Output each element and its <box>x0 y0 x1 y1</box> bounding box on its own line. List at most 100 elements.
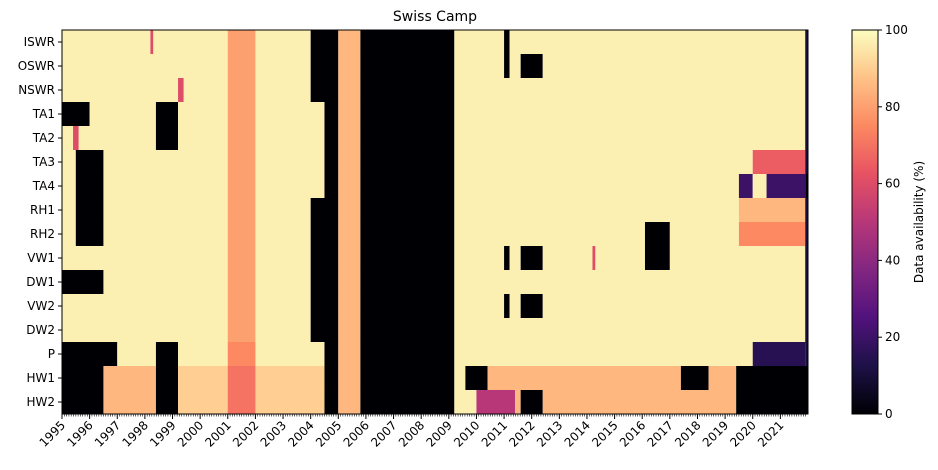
cell-rh2-4 <box>310 222 339 247</box>
cell-hw1-6 <box>338 366 361 391</box>
cell-vw1-0 <box>62 246 311 271</box>
y-tick-label-dw1: DW1 <box>26 275 55 289</box>
cell-ta3-1 <box>75 150 104 175</box>
cell-vw1-11 <box>644 246 670 271</box>
cell-hw2-5 <box>324 390 339 415</box>
cell-ta3-3 <box>227 150 256 175</box>
y-tick-label-p: P <box>48 347 55 361</box>
x-tick-label-2020: 2020 <box>727 418 758 449</box>
cell-vw2-2 <box>310 294 339 319</box>
x-tick-label-2018: 2018 <box>672 418 703 449</box>
x-tick-label-1999: 1999 <box>147 418 178 449</box>
cell-rh2-1 <box>75 222 104 247</box>
cell-vw1-8 <box>520 246 543 271</box>
cell-hw1-7 <box>360 366 455 391</box>
cell-vw2-5 <box>454 294 505 319</box>
cell-ta4-6 <box>360 174 455 199</box>
cell-vw1-13 <box>805 246 808 271</box>
cell-hw2-13 <box>736 390 808 415</box>
cell-hw1-10 <box>487 366 681 391</box>
x-tick-label-2008: 2008 <box>396 418 427 449</box>
cell-nswr-0 <box>62 78 311 103</box>
cell-vw2-8 <box>520 294 543 319</box>
cell-oswr-7 <box>509 54 521 79</box>
cell-iswr-6 <box>454 30 505 55</box>
cell-rh2-2 <box>103 222 311 247</box>
colorbar-ticks: 0 20 40 60 80 100 <box>878 23 908 421</box>
heatmap-cells <box>62 30 808 415</box>
cell-ta4-3 <box>227 174 256 199</box>
cell-p-7 <box>360 342 455 367</box>
colorbar-tick-label-60: 60 <box>885 177 900 191</box>
cell-ta2-5 <box>324 126 339 151</box>
cell-hw2-4 <box>227 390 256 415</box>
cell-rh1-4 <box>310 198 339 223</box>
cell-nswr-5 <box>360 78 455 103</box>
x-tick-label-2012: 2012 <box>506 418 537 449</box>
colorbar <box>851 29 879 415</box>
cell-rh2-0 <box>62 222 76 247</box>
cell-ta3-8 <box>752 150 806 175</box>
cell-rh2-7 <box>454 222 645 247</box>
cell-vw2-1 <box>227 294 256 319</box>
cell-vw2-0 <box>62 294 311 319</box>
cell-oswr-10 <box>805 54 808 79</box>
cell-ta1-8 <box>454 102 806 127</box>
cell-dw1-1 <box>103 270 311 295</box>
cell-ta1-4 <box>227 102 256 127</box>
cell-ta3-6 <box>360 150 455 175</box>
x-tick-label-2004: 2004 <box>285 418 316 449</box>
cell-hw2-0 <box>62 390 104 415</box>
cell-vw1-4 <box>360 246 455 271</box>
cell-nswr-1 <box>178 78 184 103</box>
cell-ta4-11 <box>805 174 808 199</box>
cell-oswr-1 <box>227 54 256 79</box>
cell-hw1-4 <box>227 366 256 391</box>
cell-ta1-0 <box>62 102 90 127</box>
cell-oswr-9 <box>542 54 806 79</box>
cell-rh2-8 <box>644 222 670 247</box>
cell-vw1-2 <box>310 246 339 271</box>
x-tick-label-2002: 2002 <box>230 418 261 449</box>
cell-nswr-7 <box>805 78 808 103</box>
cell-p-4 <box>227 342 256 367</box>
cell-hw1-0 <box>62 366 104 391</box>
cell-rh1-9 <box>805 198 808 223</box>
colorbar-tick-label-100: 100 <box>885 23 908 37</box>
cell-dw1-5 <box>360 270 455 295</box>
cell-hw2-6 <box>338 390 361 415</box>
cell-hw1-2 <box>155 366 179 391</box>
cell-dw2-0 <box>62 318 311 343</box>
cell-hw2-10 <box>515 390 521 415</box>
cell-vw1-3 <box>338 246 361 271</box>
x-tick-label-1998: 1998 <box>120 418 151 449</box>
x-tick-label-2003: 2003 <box>258 418 289 449</box>
cell-rh1-1 <box>75 198 104 223</box>
cell-oswr-2 <box>310 54 339 79</box>
x-tick-label-2007: 2007 <box>368 418 399 449</box>
cell-vw2-7 <box>509 294 521 319</box>
cell-ta2-9 <box>805 126 808 151</box>
x-tick-label-2014: 2014 <box>562 418 593 449</box>
colorbar-tick-label-80: 80 <box>885 100 900 114</box>
x-tick-label-2010: 2010 <box>451 418 482 449</box>
cell-ta4-10 <box>766 174 806 199</box>
cell-rh2-11 <box>805 222 808 247</box>
y-tick-label-ta3: TA3 <box>32 155 55 169</box>
x-tick-label-1995: 1995 <box>37 418 68 449</box>
cell-rh1-3 <box>227 198 256 223</box>
x-tick-label-2000: 2000 <box>175 418 206 449</box>
cell-ta1-2 <box>155 102 179 127</box>
x-tick-label-1996: 1996 <box>64 418 95 449</box>
x-tick-label-2011: 2011 <box>479 418 510 449</box>
cell-hw1-9 <box>465 366 488 391</box>
x-tick-label-2019: 2019 <box>700 418 731 449</box>
y-tick-label-vw1: VW1 <box>27 251 55 265</box>
cell-hw2-9 <box>476 390 516 415</box>
y-tick-label-rh2: RH2 <box>30 227 55 241</box>
cell-oswr-3 <box>338 54 361 79</box>
cell-ta3-4 <box>324 150 339 175</box>
cell-dw1-2 <box>227 270 256 295</box>
cell-ta3-5 <box>338 150 361 175</box>
